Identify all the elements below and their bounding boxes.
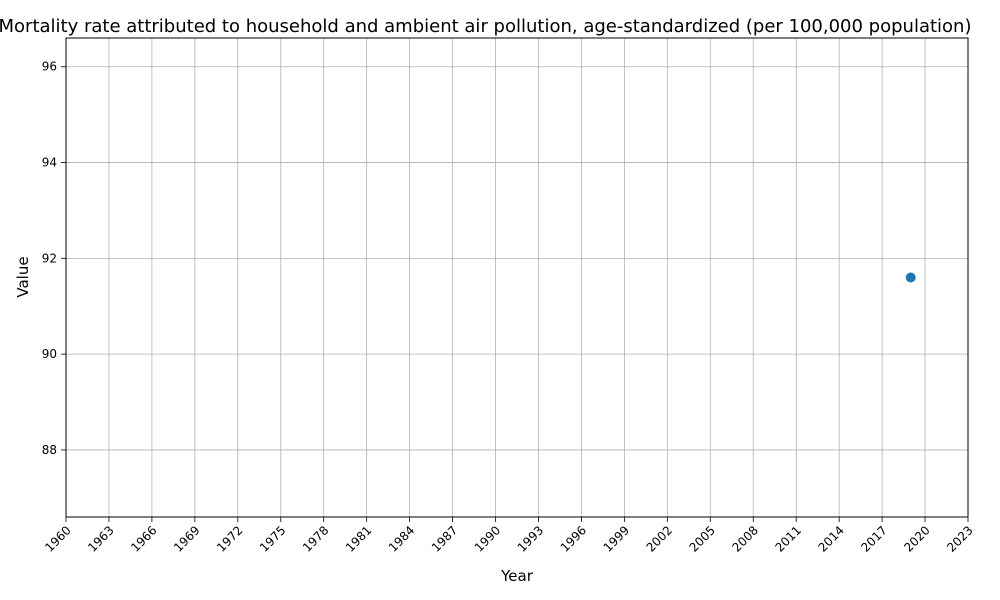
x-tick-label: 1975 bbox=[257, 523, 288, 554]
x-tick-label: 2011 bbox=[772, 523, 803, 554]
x-tick-label: 2005 bbox=[687, 523, 718, 554]
data-points bbox=[905, 272, 916, 283]
x-tick-label: 2017 bbox=[858, 523, 889, 554]
plot-frame bbox=[65, 37, 969, 518]
x-tick-label: 1987 bbox=[429, 523, 460, 554]
y-tick-label: 90 bbox=[42, 347, 57, 361]
x-tick-label: 1966 bbox=[128, 523, 159, 554]
x-tick-label: 1996 bbox=[558, 523, 589, 554]
y-tick-label: 92 bbox=[42, 251, 57, 265]
x-tick-label: 1972 bbox=[214, 523, 245, 554]
x-tick-label: 1969 bbox=[171, 523, 202, 554]
x-tick-label: 2014 bbox=[815, 523, 846, 554]
y-tick-label: 96 bbox=[42, 60, 57, 74]
x-ticks: 1960 1963 1966 1969 1972 1975 1978 1981 1984 1987… bbox=[42, 517, 976, 555]
x-tick-label: 1990 bbox=[472, 523, 503, 554]
x-tick-label: 1993 bbox=[515, 523, 546, 554]
y-tick-label: 88 bbox=[42, 443, 57, 457]
y-tick-label: 94 bbox=[42, 156, 57, 170]
grid bbox=[65, 38, 969, 517]
x-tick-label: 1978 bbox=[300, 523, 331, 554]
x-tick-label: 2020 bbox=[901, 523, 932, 554]
x-axis-label: Year bbox=[500, 567, 534, 585]
x-tick-label: 1999 bbox=[601, 523, 632, 554]
chart-title: Mortality rate attributed to household a… bbox=[0, 16, 971, 37]
x-tick-label: 1984 bbox=[386, 523, 417, 554]
x-tick-label: 1960 bbox=[42, 523, 73, 554]
x-tick-label: 1963 bbox=[85, 523, 116, 554]
y-ticks: 88 90 92 94 96 bbox=[42, 60, 66, 457]
x-tick-label: 2002 bbox=[644, 523, 675, 554]
x-tick-label: 2008 bbox=[730, 523, 761, 554]
data-point bbox=[905, 272, 916, 283]
x-tick-label: 2023 bbox=[944, 523, 975, 554]
x-tick-label: 1981 bbox=[343, 523, 374, 554]
y-axis-label: Value bbox=[14, 256, 32, 297]
axes bbox=[65, 37, 969, 518]
